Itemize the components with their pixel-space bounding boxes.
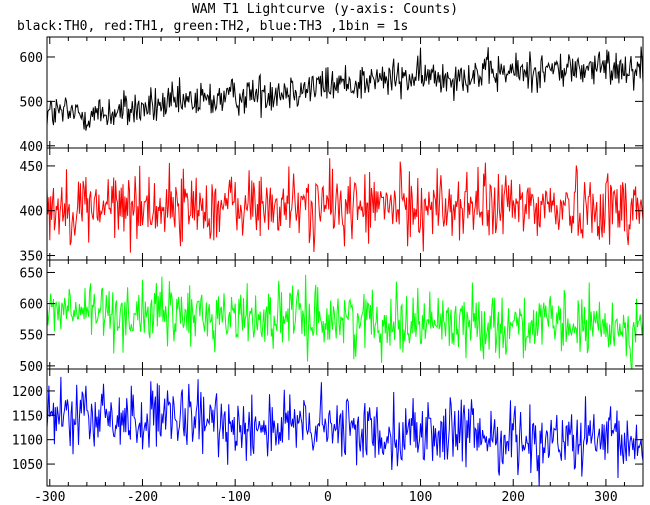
panel-frame-th0: [46, 36, 644, 149]
y-tick-label: 500: [20, 360, 43, 375]
y-tick-label: 600: [20, 51, 43, 66]
y-tick-label: 550: [20, 329, 43, 344]
y-tick-label: 1050: [12, 458, 43, 473]
y-tick-label: 650: [20, 266, 43, 281]
y-tick-label: 1150: [12, 409, 43, 424]
y-tick-label: 400: [20, 140, 43, 155]
x-tick-label: -100: [220, 490, 251, 505]
x-tick-label: 200: [501, 490, 524, 505]
series-line-th3: [47, 376, 643, 486]
x-tick-label: 0: [324, 490, 332, 505]
y-tick-label: 600: [20, 298, 43, 313]
y-tick-label: 350: [20, 250, 43, 265]
x-tick-label: -200: [127, 490, 158, 505]
series-line-th2: [47, 274, 643, 369]
y-tick-label: 450: [20, 160, 43, 175]
x-tick-label: 100: [409, 490, 432, 505]
chart-title: WAM T1 Lightcurve (y-axis: Counts): [192, 2, 458, 17]
chart-subtitle: black:TH0, red:TH1, green:TH2, blue:TH3 …: [17, 19, 408, 34]
y-tick-label: 1100: [12, 434, 43, 449]
x-tick-label: -300: [34, 490, 65, 505]
y-tick-label: 500: [20, 95, 43, 110]
panel-frame-th3: [46, 368, 644, 487]
y-tick-label: 1200: [12, 385, 43, 400]
y-tick-label: 400: [20, 205, 43, 220]
x-tick-label: 300: [594, 490, 617, 505]
series-line-th1: [47, 158, 643, 253]
series-line-th0: [47, 46, 643, 131]
